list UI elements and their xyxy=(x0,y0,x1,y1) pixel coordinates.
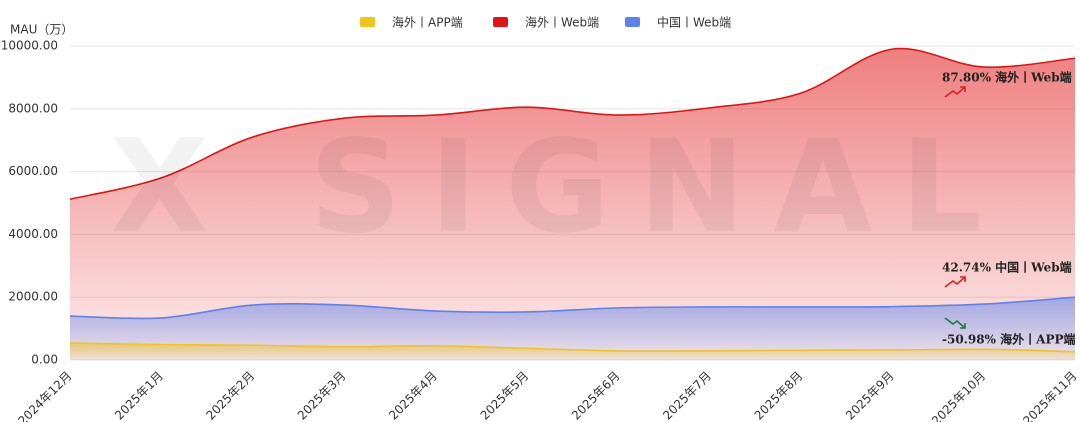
y-tick-label: 4000.00 xyxy=(8,227,58,241)
y-tick-label: 10000.00 xyxy=(1,39,58,53)
x-tick-label: 2025年11月 xyxy=(1020,369,1079,422)
trend-down-icon xyxy=(944,317,966,329)
legend-label: 海外丨Web端 xyxy=(525,15,599,30)
line xyxy=(69,296,1076,320)
legend-swatch xyxy=(360,17,375,27)
x-tick-label: 2025年2月 xyxy=(203,369,257,422)
annotation: -50.98% 海外丨APP端 xyxy=(942,332,1076,347)
x-tick-label: 2025年1月 xyxy=(112,369,166,422)
x-tick-label: 2025年7月 xyxy=(660,369,714,422)
legend-label: 中国丨Web端 xyxy=(657,15,731,30)
area xyxy=(70,297,1075,360)
y-tick-label: 8000.00 xyxy=(8,101,58,115)
x-tick-label: 2025年6月 xyxy=(569,369,623,422)
x-tick-label: 2025年9月 xyxy=(843,369,897,422)
line xyxy=(69,47,1076,201)
area xyxy=(70,48,1075,361)
trend-up-icon xyxy=(944,86,966,98)
legend-swatch xyxy=(493,17,508,27)
watermark: X SIGNAL xyxy=(110,113,1010,262)
y-tick-label: 2000.00 xyxy=(8,290,58,304)
x-tick-label: 2025年5月 xyxy=(478,369,532,422)
legend-swatch xyxy=(625,17,640,27)
y-axis-label: MAU（万） xyxy=(10,23,73,37)
trend-up-icon xyxy=(944,276,966,288)
x-tick-label: 2025年8月 xyxy=(752,369,806,422)
legend-label: 海外丨APP端 xyxy=(392,15,463,30)
x-tick-label: 2025年3月 xyxy=(295,369,349,422)
x-tick-label: 2024年12月 xyxy=(15,369,74,422)
y-tick-label: 0.00 xyxy=(31,353,58,367)
annotation: 87.80% 海外丨Web端 xyxy=(942,70,1072,85)
x-tick-label: 2025年10月 xyxy=(929,369,988,422)
y-tick-label: 6000.00 xyxy=(8,164,58,178)
x-tick-label: 2025年4月 xyxy=(386,369,440,422)
annotation: 42.74% 中国丨Web端 xyxy=(942,260,1072,275)
line xyxy=(69,342,1076,353)
